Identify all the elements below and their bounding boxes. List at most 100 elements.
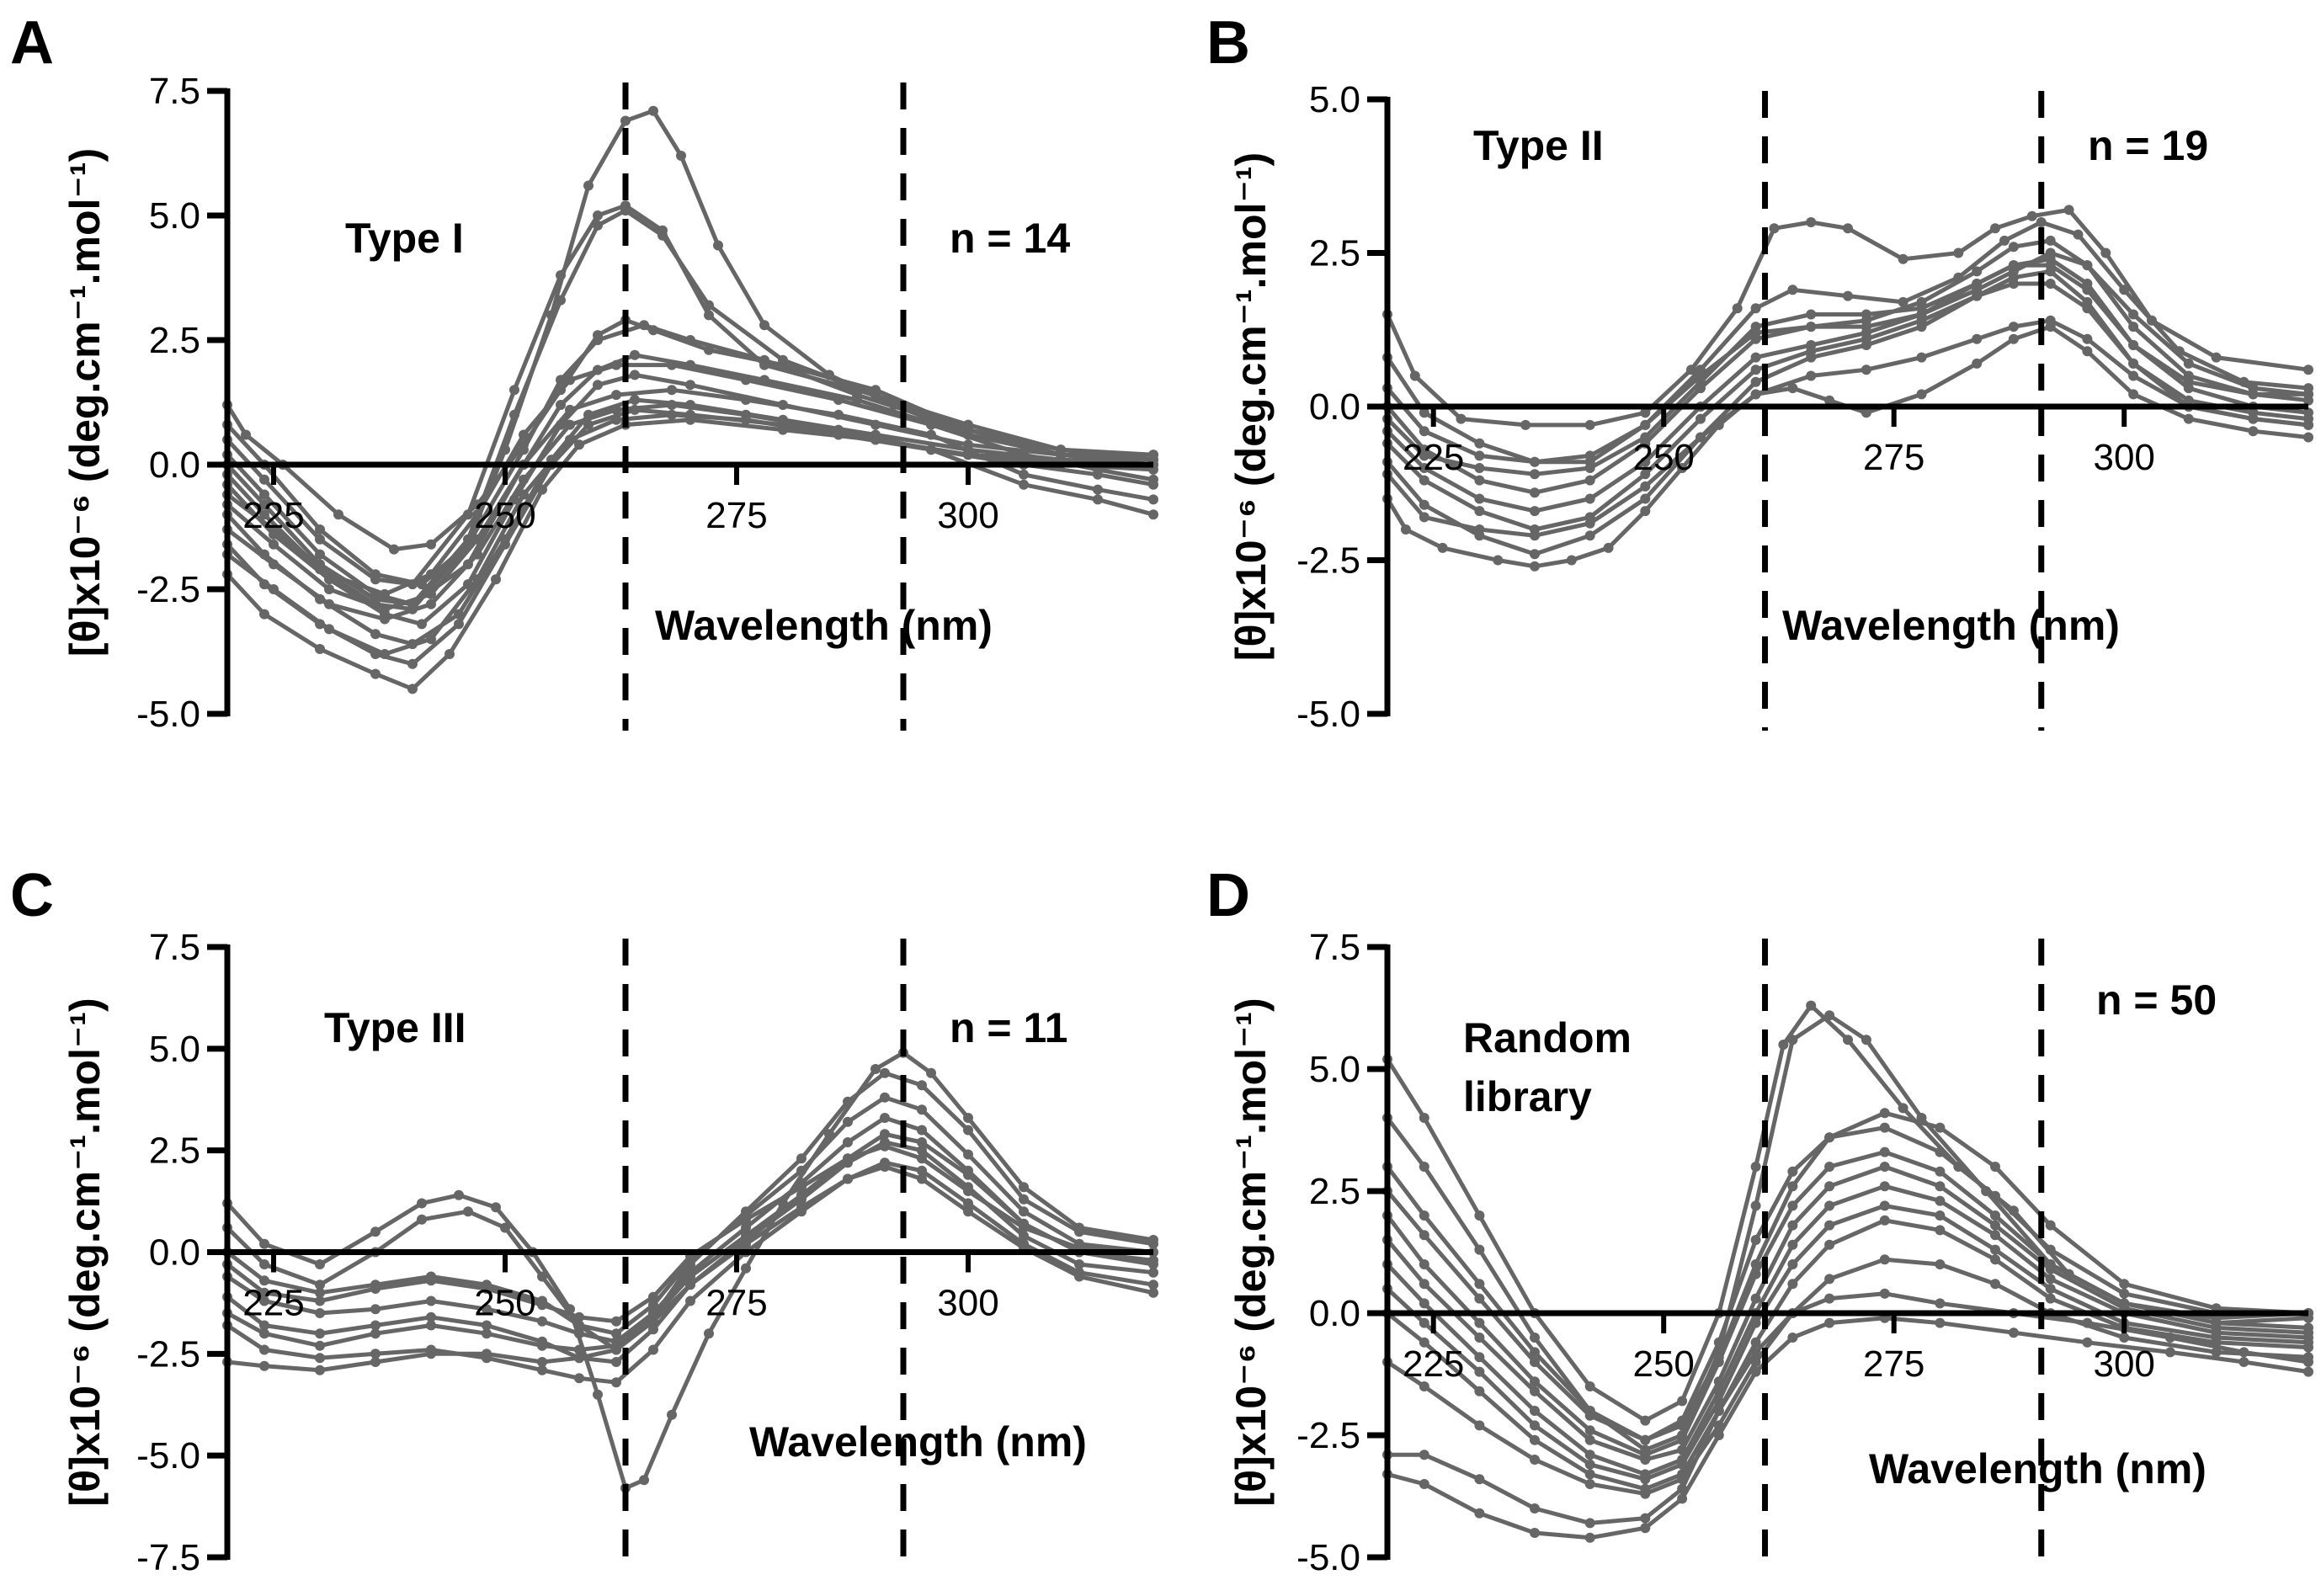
panel-a: A 7.5 5.0 2.5 0.0 -2.5 -5.0 225 250 275 300 Wavelen… bbox=[10, 9, 1158, 735]
data-point bbox=[519, 474, 529, 485]
data-point bbox=[1879, 1254, 1890, 1265]
data-point bbox=[1677, 1459, 1688, 1470]
data-point bbox=[259, 1287, 269, 1298]
data-point bbox=[1584, 518, 1595, 529]
x-tick-label: 275 bbox=[1863, 437, 1924, 478]
data-point bbox=[1677, 463, 1688, 473]
data-point bbox=[1861, 333, 1871, 344]
data-point bbox=[1750, 1337, 1761, 1348]
data-point bbox=[259, 1360, 269, 1371]
data-point bbox=[1824, 1200, 1835, 1211]
data-point bbox=[1074, 1226, 1084, 1237]
data-point bbox=[1584, 419, 1595, 430]
data-point bbox=[1861, 364, 1871, 375]
data-point bbox=[472, 549, 482, 560]
y-tick-label: 2.5 bbox=[1309, 1171, 1360, 1212]
data-point bbox=[1584, 1469, 1595, 1480]
series-line bbox=[226, 353, 1154, 607]
data-point bbox=[1935, 1181, 1946, 1192]
data-point bbox=[2248, 413, 2259, 424]
data-point bbox=[482, 1304, 492, 1315]
data-point bbox=[1750, 1235, 1761, 1245]
data-point bbox=[1419, 1279, 1429, 1290]
data-point bbox=[1806, 217, 1817, 227]
data-point bbox=[667, 400, 677, 410]
data-point bbox=[1074, 1259, 1084, 1269]
panel-b: B 5.0 2.5 0.0 -2.5 -5.0 225 250 275 300 Wavelength… bbox=[1206, 9, 2313, 735]
sample-count-label: n = 14 bbox=[950, 215, 1070, 262]
data-point bbox=[1750, 376, 1761, 387]
data-point bbox=[963, 1198, 973, 1209]
data-point bbox=[565, 375, 575, 386]
data-point bbox=[380, 588, 390, 599]
series-line bbox=[1386, 1125, 2308, 1443]
data-point bbox=[1713, 1352, 1724, 1363]
data-point bbox=[870, 1064, 881, 1074]
data-point bbox=[1972, 333, 1983, 344]
y-tick-label: 2.5 bbox=[149, 320, 200, 361]
data-point bbox=[1584, 1532, 1595, 1543]
x-tick-label: 225 bbox=[1403, 437, 1464, 478]
data-point bbox=[259, 1344, 269, 1355]
data-point bbox=[1474, 1366, 1485, 1377]
data-point bbox=[1824, 1162, 1835, 1172]
data-point bbox=[1474, 1386, 1485, 1396]
data-point bbox=[370, 1328, 381, 1339]
data-point bbox=[1972, 358, 1983, 369]
data-point bbox=[880, 1162, 890, 1172]
y-tick-label: 5.0 bbox=[1309, 79, 1360, 120]
data-point bbox=[667, 359, 677, 370]
data-point bbox=[639, 320, 649, 331]
data-point bbox=[1990, 1190, 2000, 1201]
data-point bbox=[370, 1284, 381, 1294]
data-point bbox=[593, 220, 603, 231]
data-point bbox=[1861, 322, 1871, 332]
data-point bbox=[1603, 542, 1614, 553]
data-point bbox=[2045, 260, 2056, 271]
data-point bbox=[491, 1202, 501, 1213]
data-point bbox=[1750, 1293, 1761, 1304]
data-point bbox=[917, 1137, 927, 1147]
data-point bbox=[1530, 456, 1540, 467]
data-point bbox=[1419, 407, 1429, 418]
data-point bbox=[2082, 1337, 2093, 1348]
data-point bbox=[917, 1125, 927, 1136]
data-point bbox=[1474, 1508, 1485, 1519]
data-point bbox=[370, 629, 381, 640]
data-point bbox=[1474, 1244, 1485, 1255]
data-point bbox=[1148, 494, 1158, 505]
data-point bbox=[593, 380, 603, 391]
data-point bbox=[2045, 1274, 2056, 1285]
data-point bbox=[880, 1092, 890, 1103]
data-point bbox=[556, 400, 566, 410]
data-point bbox=[1990, 1244, 2000, 1255]
data-point bbox=[741, 1214, 751, 1225]
data-point bbox=[2073, 229, 2084, 240]
data-point bbox=[917, 1165, 927, 1176]
panel-c: C 7.5 5.0 2.5 0.0 -2.5 -5.0 -7.5 225 250 275 300 Wav… bbox=[10, 862, 1158, 1578]
series-line bbox=[1387, 1291, 2309, 1525]
data-point bbox=[315, 1365, 325, 1375]
data-point bbox=[1584, 450, 1595, 461]
y-axis-title: [θ]x10⁻⁶ (deg.cm⁻¹.mol⁻¹) bbox=[1227, 998, 1275, 1506]
data-point bbox=[1474, 1317, 1485, 1328]
data-point bbox=[880, 1067, 890, 1078]
data-point bbox=[1935, 1166, 1946, 1177]
data-point bbox=[537, 1300, 547, 1311]
data-point bbox=[759, 359, 769, 370]
sample-count-label: n = 50 bbox=[2096, 976, 2217, 1024]
data-point bbox=[1787, 1239, 1798, 1250]
data-point bbox=[389, 544, 399, 555]
data-point bbox=[1530, 561, 1540, 572]
data-point bbox=[1148, 1267, 1158, 1278]
data-point bbox=[2045, 1244, 2056, 1255]
data-point bbox=[1419, 426, 1429, 437]
panel-letter: D bbox=[1206, 862, 1250, 929]
data-point bbox=[1530, 1333, 1540, 1343]
x-tick-label: 250 bbox=[474, 1283, 535, 1324]
data-point bbox=[546, 310, 556, 321]
series-line bbox=[226, 1140, 1154, 1365]
y-tick-label: -2.5 bbox=[1296, 1415, 1360, 1456]
data-point bbox=[611, 1316, 621, 1327]
data-point bbox=[1474, 1279, 1485, 1290]
